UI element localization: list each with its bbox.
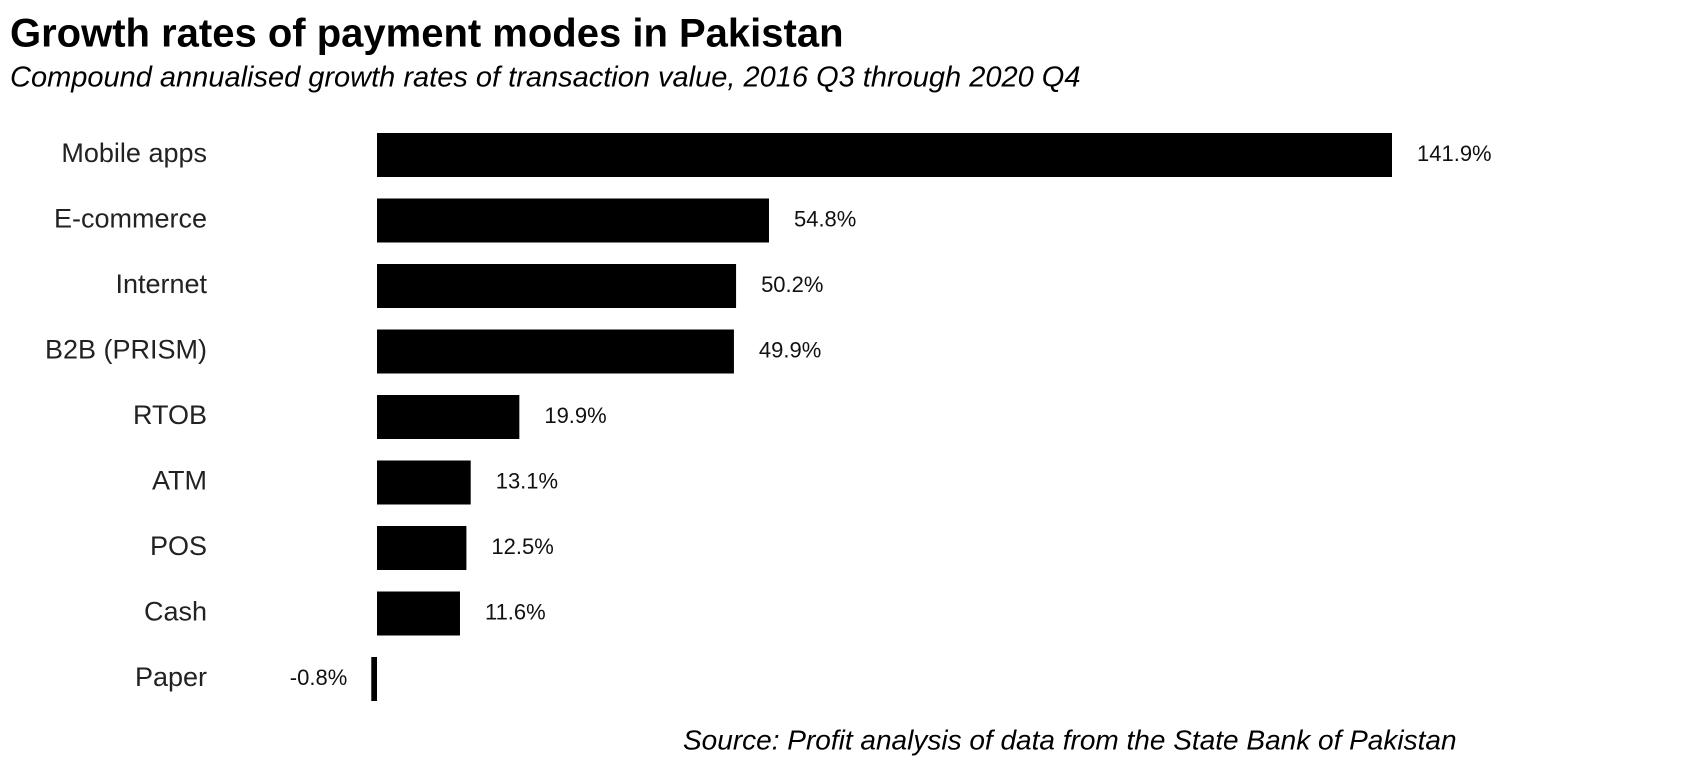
- category-label: RTOB: [133, 400, 207, 430]
- category-label: E-commerce: [54, 204, 207, 234]
- value-label: 11.6%: [485, 599, 546, 624]
- source-note: Source: Profit analysis of data from the…: [683, 724, 1457, 755]
- bar: [377, 133, 1392, 177]
- category-label: Internet: [115, 269, 207, 299]
- category-label: B2B (PRISM): [45, 335, 207, 365]
- value-label: -0.8%: [290, 665, 347, 690]
- bar: [377, 526, 467, 570]
- bar: [377, 264, 737, 308]
- category-label: ATM: [152, 466, 207, 496]
- bar: [377, 591, 460, 636]
- bar: [371, 657, 377, 701]
- value-label: 13.1%: [496, 468, 558, 493]
- chart-title: Growth rates of payment modes in Pakista…: [10, 12, 844, 56]
- chart-subtitle: Compound annualised growth rates of tran…: [10, 62, 1080, 94]
- category-label: Cash: [144, 597, 207, 627]
- bar: [377, 198, 769, 243]
- value-label: 141.9%: [1417, 141, 1492, 166]
- category-label: POS: [150, 531, 207, 561]
- bar: [377, 460, 471, 505]
- category-label: Mobile apps: [61, 138, 207, 168]
- value-label: 50.2%: [761, 272, 823, 297]
- value-label: 54.8%: [794, 206, 856, 231]
- bar: [377, 329, 734, 374]
- value-label: 19.9%: [544, 403, 606, 428]
- category-label: Paper: [135, 662, 207, 692]
- bar: [377, 395, 520, 439]
- value-label: 49.9%: [759, 337, 821, 362]
- value-label: 12.5%: [491, 534, 553, 559]
